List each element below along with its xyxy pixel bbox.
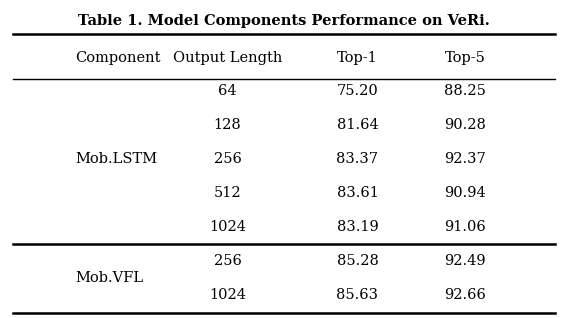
Text: 64: 64 — [218, 84, 237, 98]
Text: 92.49: 92.49 — [444, 254, 486, 268]
Text: Top-1: Top-1 — [337, 51, 378, 65]
Text: 83.37: 83.37 — [336, 152, 378, 166]
Text: Top-5: Top-5 — [444, 51, 485, 65]
Text: 90.94: 90.94 — [444, 186, 486, 200]
Text: Mob.VFL: Mob.VFL — [75, 272, 143, 286]
Text: 75.20: 75.20 — [337, 84, 378, 98]
Text: 90.28: 90.28 — [444, 118, 486, 132]
Text: 81.64: 81.64 — [337, 118, 378, 132]
Text: Mob.LSTM: Mob.LSTM — [75, 152, 157, 166]
Text: 83.19: 83.19 — [337, 220, 378, 234]
Text: Table 1. Model Components Performance on VeRi.: Table 1. Model Components Performance on… — [78, 14, 490, 28]
Text: 85.63: 85.63 — [336, 288, 378, 302]
Text: 256: 256 — [214, 254, 241, 268]
Text: 85.28: 85.28 — [337, 254, 378, 268]
Text: 88.25: 88.25 — [444, 84, 486, 98]
Text: Component: Component — [75, 51, 160, 65]
Text: 92.37: 92.37 — [444, 152, 486, 166]
Text: 1024: 1024 — [209, 288, 246, 302]
Text: 91.06: 91.06 — [444, 220, 486, 234]
Text: Output Length: Output Length — [173, 51, 282, 65]
Text: 512: 512 — [214, 186, 241, 200]
Text: 1024: 1024 — [209, 220, 246, 234]
Text: 256: 256 — [214, 152, 241, 166]
Text: 83.61: 83.61 — [337, 186, 378, 200]
Text: 92.66: 92.66 — [444, 288, 486, 302]
Text: 128: 128 — [214, 118, 241, 132]
